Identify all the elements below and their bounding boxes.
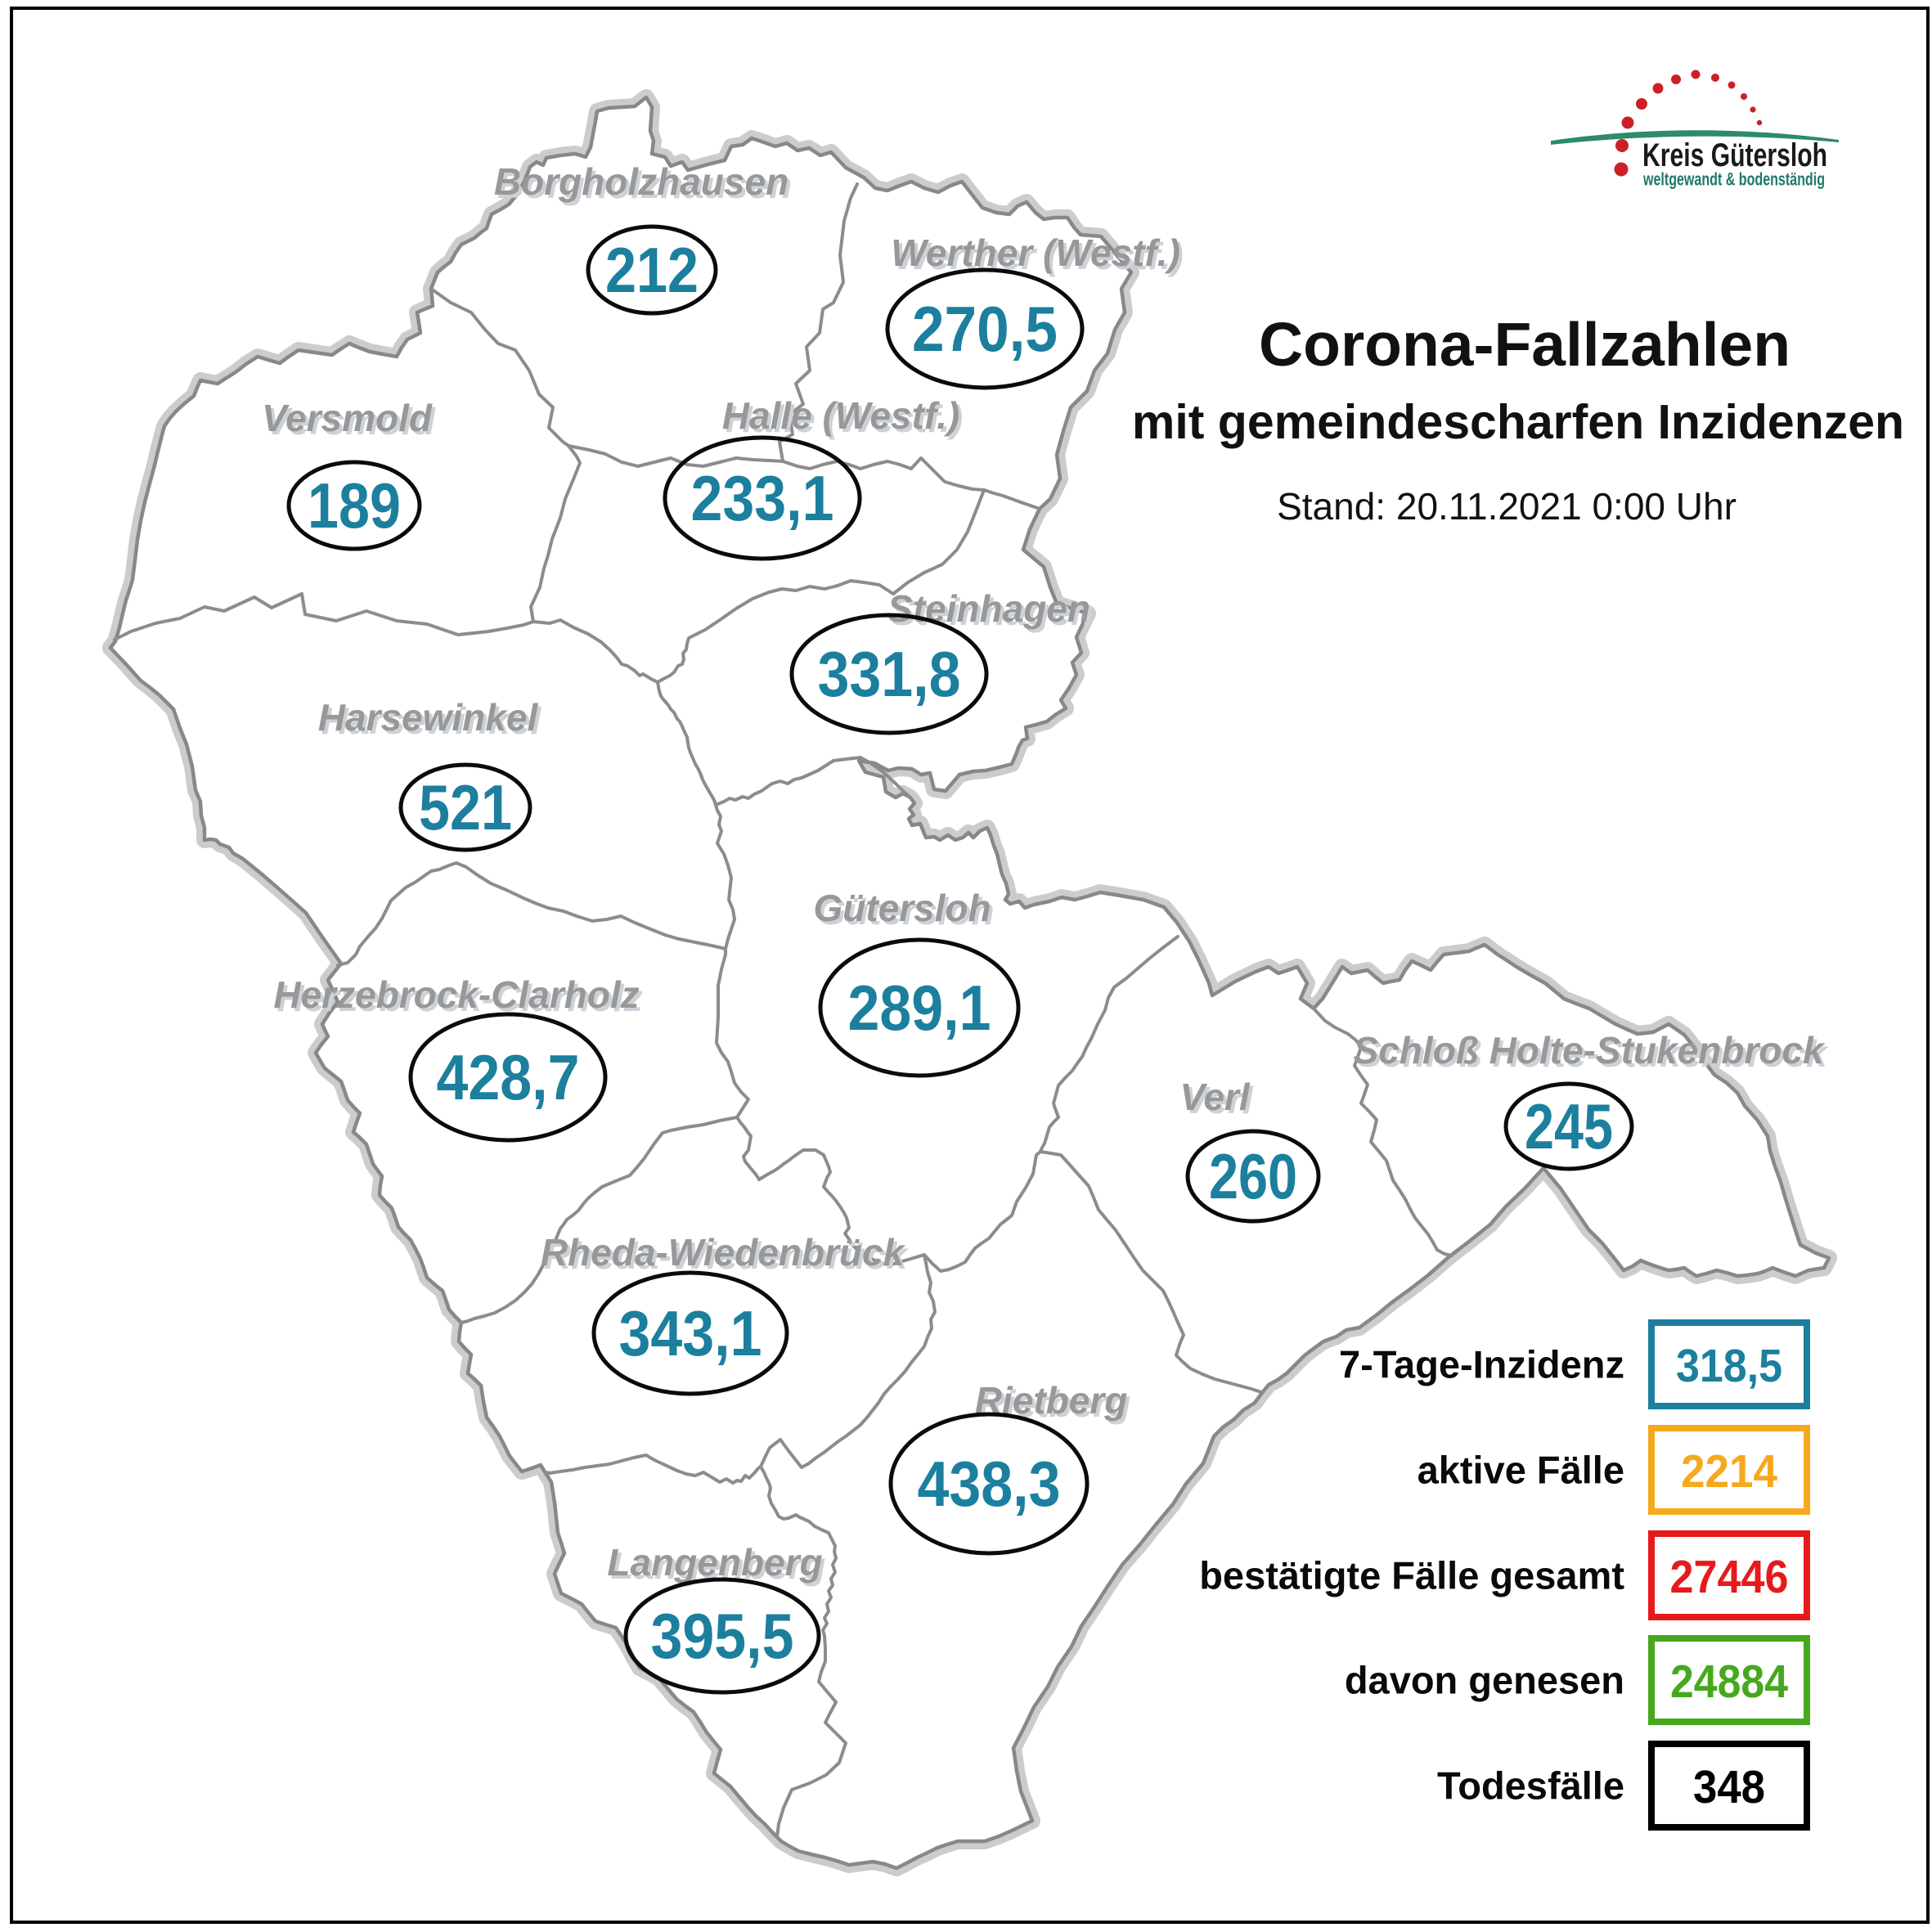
svg-text:Werther (Westf.): Werther (Westf.) bbox=[891, 231, 1180, 274]
svg-text:Rheda-Wiedenbrück: Rheda-Wiedenbrück bbox=[544, 1234, 910, 1277]
svg-text:7-Tage-Inzidenz: 7-Tage-Inzidenz bbox=[1339, 1343, 1624, 1386]
svg-text:Langenberg: Langenberg bbox=[607, 1541, 822, 1584]
svg-text:438,3: 438,3 bbox=[918, 1448, 1061, 1520]
svg-text:24884: 24884 bbox=[1670, 1656, 1788, 1708]
svg-text:Borgholzhausen: Borgholzhausen bbox=[497, 164, 792, 206]
svg-text:348: 348 bbox=[1693, 1761, 1765, 1813]
svg-text:Schloß Holte-Stukenbrock: Schloß Holte-Stukenbrock bbox=[1353, 1029, 1825, 1072]
svg-text:318,5: 318,5 bbox=[1676, 1340, 1782, 1392]
svg-text:Gütersloh: Gütersloh bbox=[813, 887, 991, 929]
svg-text:Todesfälle: Todesfälle bbox=[1437, 1764, 1624, 1808]
svg-text:Kreis Gütersloh: Kreis Gütersloh bbox=[1642, 137, 1827, 173]
svg-text:Werther (Westf.): Werther (Westf.) bbox=[894, 235, 1184, 277]
svg-text:Borgholzhausen: Borgholzhausen bbox=[494, 160, 789, 203]
svg-text:Steinhagen: Steinhagen bbox=[891, 591, 1094, 633]
svg-text:245: 245 bbox=[1525, 1090, 1613, 1162]
svg-text:395,5: 395,5 bbox=[651, 1600, 794, 1672]
svg-text:233,1: 233,1 bbox=[691, 462, 834, 534]
svg-text:428,7: 428,7 bbox=[437, 1041, 580, 1113]
svg-text:Versmold: Versmold bbox=[262, 397, 433, 439]
svg-text:bestätigte Fälle gesamt: bestätigte Fälle gesamt bbox=[1199, 1554, 1624, 1597]
svg-text:521: 521 bbox=[419, 771, 512, 843]
svg-text:Halle (Westf.): Halle (Westf.) bbox=[726, 398, 964, 440]
svg-text:343,1: 343,1 bbox=[619, 1297, 762, 1369]
svg-text:weltgewandt & bodenständig: weltgewandt & bodenständig bbox=[1642, 169, 1825, 190]
svg-text:Harsewinkel: Harsewinkel bbox=[321, 699, 542, 742]
svg-text:mit gemeindescharfen Inzidenze: mit gemeindescharfen Inzidenzen bbox=[1132, 395, 1904, 449]
svg-text:331,8: 331,8 bbox=[818, 638, 961, 710]
svg-text:Verl: Verl bbox=[1183, 1079, 1253, 1121]
svg-text:27446: 27446 bbox=[1670, 1551, 1789, 1603]
svg-text:270,5: 270,5 bbox=[912, 293, 1058, 365]
svg-text:Rheda-Wiedenbrück: Rheda-Wiedenbrück bbox=[541, 1231, 906, 1274]
svg-text:Rietberg: Rietberg bbox=[978, 1382, 1131, 1425]
svg-text:2214: 2214 bbox=[1681, 1445, 1777, 1498]
svg-text:Versmold: Versmold bbox=[265, 400, 436, 443]
svg-text:Steinhagen: Steinhagen bbox=[887, 587, 1090, 630]
svg-text:Verl: Verl bbox=[1179, 1076, 1250, 1118]
svg-text:Stand: 20.11.2021 0:00 Uhr: Stand: 20.11.2021 0:00 Uhr bbox=[1277, 485, 1737, 528]
svg-text:189: 189 bbox=[308, 470, 401, 541]
svg-text:Halle (Westf.): Halle (Westf.) bbox=[722, 394, 960, 437]
svg-text:aktive Fälle: aktive Fälle bbox=[1418, 1449, 1624, 1492]
svg-text:Gütersloh: Gütersloh bbox=[816, 890, 994, 932]
svg-text:212: 212 bbox=[605, 234, 699, 306]
svg-text:davon genesen: davon genesen bbox=[1345, 1659, 1624, 1702]
svg-text:Harsewinkel: Harsewinkel bbox=[318, 696, 539, 739]
svg-text:289,1: 289,1 bbox=[848, 972, 991, 1044]
svg-text:Herzebrock-Clarholz: Herzebrock-Clarholz bbox=[276, 977, 642, 1019]
svg-text:Herzebrock-Clarholz: Herzebrock-Clarholz bbox=[273, 973, 639, 1016]
svg-text:260: 260 bbox=[1209, 1140, 1297, 1212]
svg-text:Corona-Fallzahlen: Corona-Fallzahlen bbox=[1259, 310, 1790, 379]
svg-text:Schloß Holte-Stukenbrock: Schloß Holte-Stukenbrock bbox=[1356, 1032, 1828, 1075]
